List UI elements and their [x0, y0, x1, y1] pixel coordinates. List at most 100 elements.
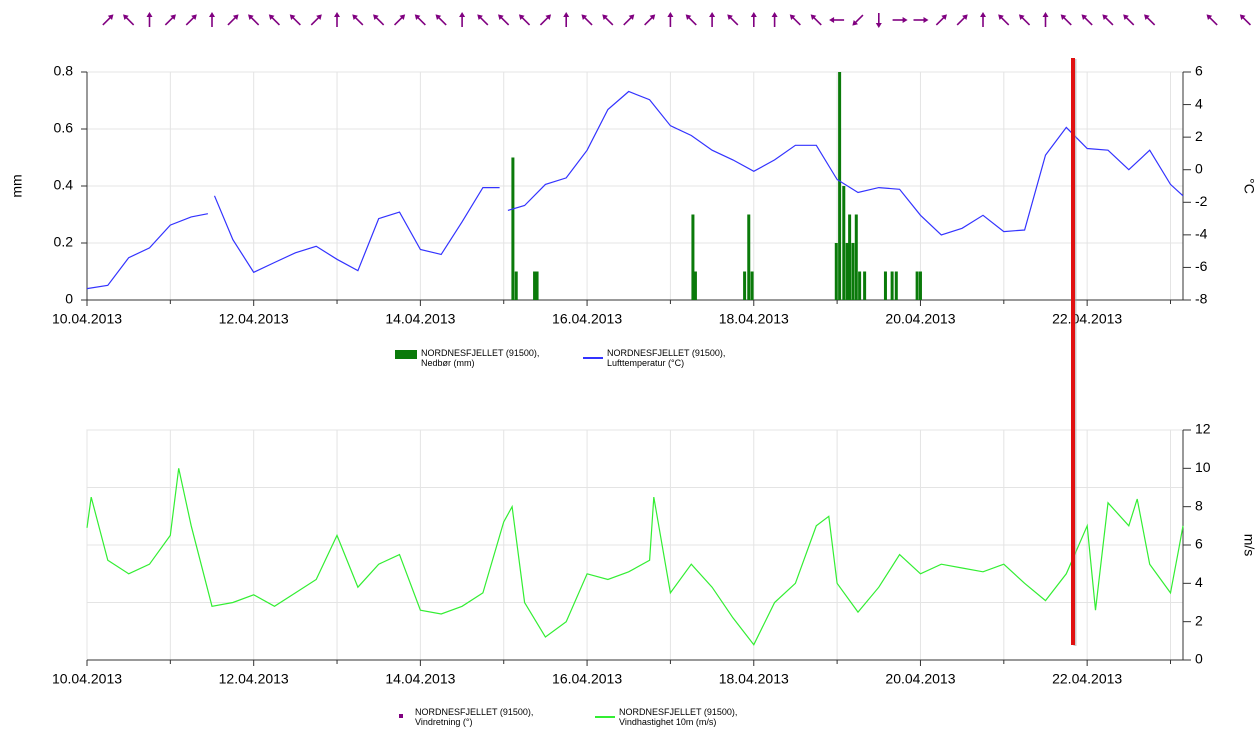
wind-arrow-head	[1018, 14, 1025, 20]
wind-arrow-head	[1060, 14, 1067, 20]
legend-label: NORDNESFJELLET (91500), Nedbør (mm)	[421, 348, 540, 368]
wind-arrow-head	[459, 12, 466, 17]
wind-arrow-head	[123, 14, 129, 20]
bar	[894, 271, 898, 300]
wind-arrow	[289, 14, 301, 26]
wind-arrow	[310, 14, 322, 26]
wind-arrow	[334, 12, 340, 27]
wind-arrow-head	[902, 17, 908, 23]
wind-arrow	[1239, 14, 1252, 26]
wind-arrow	[102, 14, 114, 26]
wind-arrow	[750, 12, 757, 27]
legend-swatch	[395, 350, 417, 359]
wind-arrow	[956, 14, 968, 26]
wind-arrow	[980, 12, 986, 27]
y2-tick-label: -4	[1195, 226, 1208, 242]
wind-arrow-head	[875, 23, 882, 28]
y-tick-label: 0.8	[54, 63, 74, 79]
wind-arrow	[435, 14, 447, 26]
wind-arrow	[393, 14, 406, 26]
wind-arrow	[414, 14, 426, 26]
x-tick-label: 22.04.2013	[1052, 671, 1122, 687]
wind-arrow	[477, 14, 489, 26]
x-tick-label: 16.04.2013	[552, 671, 622, 687]
y2-tick-label: 2	[1195, 128, 1203, 144]
x-tick-label: 14.04.2013	[385, 671, 455, 687]
wind-arrow	[727, 14, 739, 26]
wind-arrow-head	[107, 14, 114, 20]
wind-arrow	[227, 14, 239, 26]
wind-arrow-head	[146, 12, 153, 17]
wind-arrow	[1042, 12, 1049, 27]
wind-arrow-head	[289, 14, 296, 20]
x-tick-label: 18.04.2013	[719, 311, 789, 327]
bar	[858, 271, 862, 300]
wind-arrow-head	[1206, 14, 1213, 20]
wind-arrow-head	[232, 14, 239, 20]
wind-arrow	[539, 14, 552, 26]
wind-arrow-head	[191, 14, 197, 20]
wind-arrow-head	[649, 14, 656, 20]
wind-arrow	[123, 14, 135, 26]
wind-arrow-head	[727, 14, 733, 20]
wind-arrow	[459, 12, 466, 27]
legend-swatch	[595, 716, 615, 718]
wind-arrow-head	[789, 14, 796, 20]
wind-arrow-head	[352, 14, 358, 20]
y2-tick-label: -8	[1195, 291, 1208, 307]
wind-arrow-head	[998, 14, 1004, 20]
wind-arrow-head	[1042, 12, 1049, 17]
y-axis-label: mm	[9, 174, 25, 197]
legend: NORDNESFJELLET (91500), Nedbør (mm) NORDN…	[395, 348, 769, 368]
wind-arrow	[1018, 14, 1031, 26]
y-tick-label: 0	[65, 291, 73, 307]
wind-arrow	[563, 12, 570, 27]
wind-arrow-head	[941, 14, 947, 20]
legend-label: NORDNESFJELLET (91500), Vindretning (°)	[415, 707, 534, 727]
x-tick-label: 10.04.2013	[52, 671, 122, 687]
legend-item: NORDNESFJELLET (91500), Lufttemperatur (…	[583, 348, 757, 368]
legend-item: NORDNESFJELLET (91500), Nedbør (mm)	[395, 348, 571, 368]
y2-tick-label: 6	[1195, 63, 1203, 79]
wind-arrow	[667, 12, 674, 27]
wind-arrow	[852, 14, 864, 26]
wind-arrow	[892, 17, 908, 23]
y2-tick-label: 0	[1195, 651, 1203, 667]
wind-arrow-head	[563, 12, 570, 17]
wind-arrow-head	[414, 14, 421, 20]
wind-arrow	[248, 14, 260, 26]
bar	[851, 243, 855, 300]
wind-arrow	[875, 13, 882, 28]
legend-item: NORDNESFJELLET (91500), Vindhastighet 10…	[595, 707, 769, 727]
bar	[845, 243, 849, 300]
wind-arrow	[829, 17, 845, 23]
wind-arrow	[913, 17, 929, 23]
legend-label: NORDNESFJELLET (91500), Vindhastighet 10…	[619, 707, 738, 727]
wind-arrow	[352, 14, 364, 26]
wind-arrow-head	[628, 14, 635, 20]
wind-arrow	[164, 14, 176, 26]
wind-arrow	[373, 14, 385, 26]
y2-tick-label: 4	[1195, 574, 1203, 590]
bar	[511, 157, 515, 300]
wind-arrow	[498, 14, 510, 26]
bar	[691, 214, 695, 300]
x-tick-label: 18.04.2013	[719, 671, 789, 687]
bar	[854, 214, 858, 300]
bar	[514, 271, 518, 300]
line	[86, 90, 1184, 290]
wind-arrow-head	[829, 17, 835, 23]
wind-arrow-head	[209, 12, 215, 17]
y2-tick-label: -2	[1195, 193, 1208, 209]
y2-tick-label: -6	[1195, 258, 1208, 274]
wind-arrow	[1081, 14, 1093, 26]
wind-arrow-head	[980, 12, 986, 17]
bar	[918, 271, 922, 300]
y2-tick-label: 12	[1195, 421, 1211, 437]
y2-tick-label: 6	[1195, 536, 1203, 552]
wind-arrow-head	[373, 14, 379, 20]
y-tick-label: 0.2	[54, 234, 74, 250]
wind-arrow	[810, 14, 822, 26]
wind-arrow-head	[1239, 14, 1246, 20]
wind-arrow	[1123, 14, 1135, 26]
